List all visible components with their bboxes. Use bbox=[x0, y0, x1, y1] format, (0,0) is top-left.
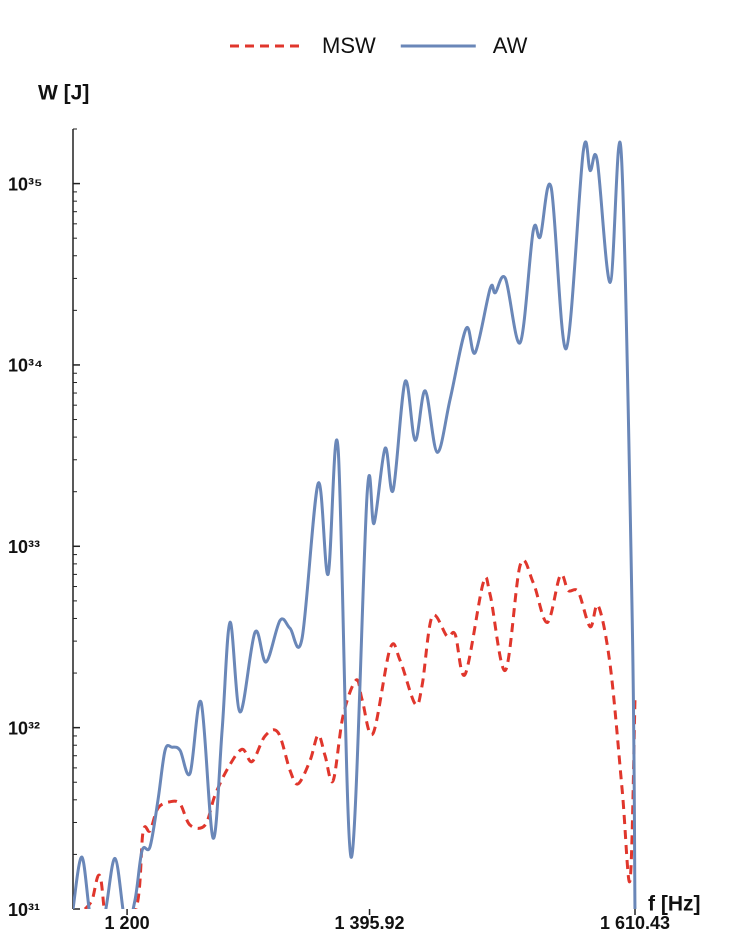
x-tick-label: 1 395.92 bbox=[334, 913, 404, 933]
y-tick-label: 10³³ bbox=[8, 537, 40, 557]
legend-label: AW bbox=[493, 33, 528, 58]
y-tick-label: 10³⁵ bbox=[8, 174, 42, 194]
x-tick-label: 1 610.43 bbox=[600, 913, 670, 933]
y-tick-label: 10³¹ bbox=[8, 900, 40, 920]
series-line bbox=[83, 558, 637, 909]
y-tick-label: 10³² bbox=[8, 718, 40, 738]
y-axis-label: W [J] bbox=[38, 82, 89, 105]
y-tick-label: 10³⁴ bbox=[8, 356, 43, 376]
series-line bbox=[73, 140, 637, 909]
legend-label: MSW bbox=[322, 33, 376, 58]
x-tick-label: 1 200 bbox=[105, 913, 150, 933]
x-axis-label: f [Hz] bbox=[648, 893, 700, 916]
